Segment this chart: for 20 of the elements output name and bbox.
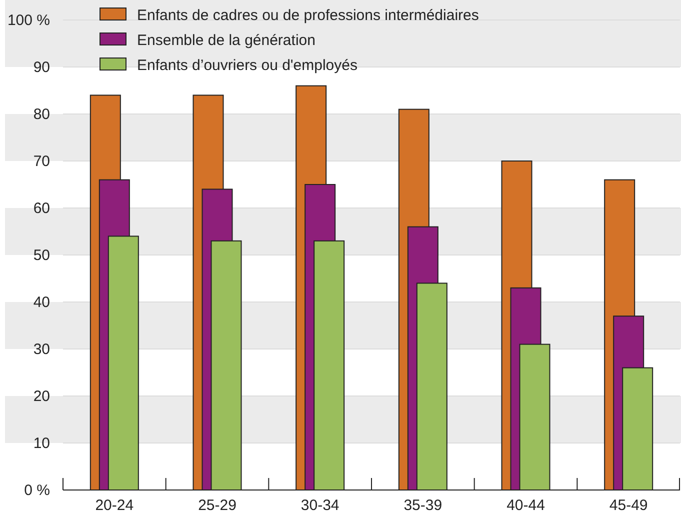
x-tick-label: 25-29 <box>198 497 236 514</box>
x-tick-label: 40-44 <box>506 497 545 514</box>
y-tick-label: 60 <box>33 200 50 217</box>
x-tick-label: 35-39 <box>404 497 442 514</box>
y-tick-label: 100 % <box>7 12 50 29</box>
x-tick-label: 45-49 <box>609 497 648 514</box>
y-tick-label: 30 <box>33 341 50 358</box>
y-tick-label: 10 <box>33 435 50 452</box>
y-tick-label: 90 <box>33 59 50 76</box>
y-tick-label: 40 <box>33 294 50 311</box>
y-tick-label: 80 <box>33 106 50 123</box>
legend-label: Enfants d’ouvriers ou d'employés <box>137 57 358 74</box>
y-tick-label: 50 <box>33 247 50 264</box>
y-tick-label: 20 <box>33 388 50 405</box>
y-tick-label: 0 % <box>24 482 50 499</box>
legend-label: Ensemble de la génération <box>137 32 316 49</box>
x-tick-label: 20-24 <box>95 497 134 514</box>
x-tick-label: 30-34 <box>300 497 340 514</box>
legend-label: Enfants de cadres ou de professions intermédiaires <box>137 7 479 24</box>
y-tick-label: 70 <box>33 153 50 170</box>
